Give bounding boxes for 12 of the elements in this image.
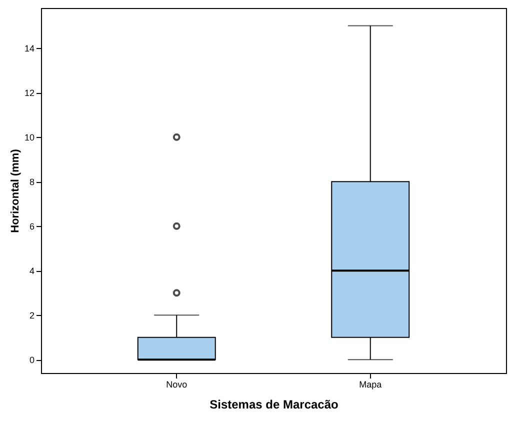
x-axis-title: Sistemas de Marcacão <box>210 398 338 412</box>
y-tick-label: 8 <box>29 177 34 188</box>
y-tick-label: 0 <box>29 355 34 366</box>
y-tick-label: 12 <box>24 88 34 98</box>
x-tick-label: Novo <box>166 380 188 390</box>
y-tick-label: 14 <box>24 44 34 54</box>
y-tick-label: 4 <box>29 266 34 276</box>
y-axis-title: Horizontal (mm) <box>9 148 22 233</box>
y-tick-label: 6 <box>29 222 34 232</box>
y-tick-label: 2 <box>29 310 34 321</box>
y-tick-label: 10 <box>24 132 34 143</box>
x-tick-label: Mapa <box>359 380 382 390</box>
